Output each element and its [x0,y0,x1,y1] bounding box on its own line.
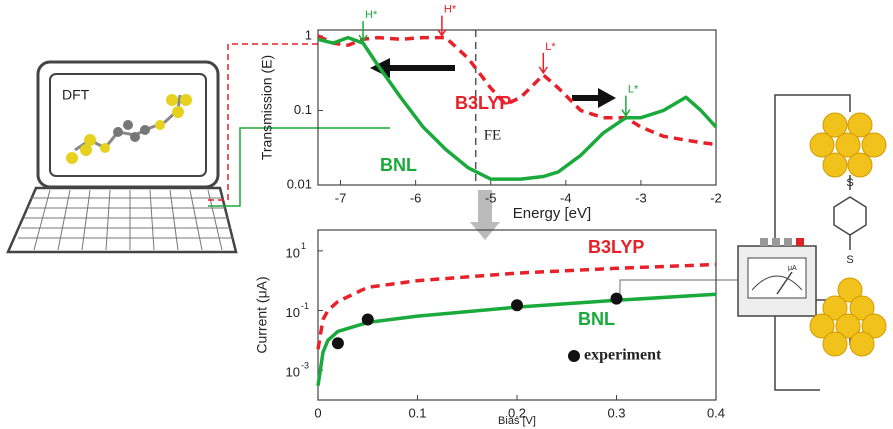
molecule [66,94,192,164]
legend-marker [568,350,580,362]
y-tick-label: 10 [286,365,300,380]
annotation: L* [628,84,639,96]
x-tick-label: 0 [314,405,321,420]
arrow [470,190,500,240]
sulfur-label: S [846,254,853,266]
x-tick-label: -2 [710,190,722,205]
annotation: FE [484,127,502,143]
annotation-arrow [358,21,368,43]
laptop: DFT [6,60,238,254]
x-tick-label: 0.3 [607,405,625,420]
annotation: H* [365,9,378,21]
series-label: B3LYP [588,237,644,257]
connector [208,43,318,201]
x-tick-label: -7 [335,190,347,205]
meter-label: μA [788,265,797,272]
plot-frame [317,29,717,186]
y-tick-label: 0.1 [294,102,312,117]
x-tick-label: -5 [485,190,497,205]
sulfur-label: S [846,177,853,189]
annotation: L* [545,41,556,53]
y-tick-label: 10 [286,305,300,320]
series-line [316,262,717,350]
plot-frame [317,229,717,401]
arrow-head [598,88,616,108]
annotation: H* [444,3,457,15]
data-point [610,292,623,305]
circuit: μA S S [619,94,887,391]
y-tick-label: 1 [305,27,312,42]
data-point [511,299,523,312]
y-axis-label: Current (μA) [254,276,270,353]
laptop-label: DFT [62,87,90,103]
annotation-arrow [538,52,548,75]
data-point [361,313,374,326]
y-axis-label: Transmission (E) [259,55,275,160]
series-label: B3LYP [455,93,511,113]
series-label: BNL [578,309,615,329]
annotation-arrow [437,15,447,37]
legend-label: experiment [584,347,662,364]
x-axis-label: Bias [V] [498,415,536,427]
connector [208,127,390,207]
data-point [331,337,344,350]
y-tick-exponent: -3 [301,361,309,371]
y-tick-label: 10 [286,245,300,260]
x-tick-label: 0.4 [707,405,725,420]
annotation-arrow [621,95,631,118]
x-axis-label: Energy [eV] [513,205,591,222]
series-label: BNL [380,155,417,175]
x-tick-label: -3 [635,190,647,205]
series-line [317,34,717,147]
x-tick-label: 0.2 [508,405,526,420]
x-tick-label: -6 [410,190,422,205]
series-line [317,35,718,181]
y-tick-exponent: 1 [301,241,306,251]
x-tick-label: -4 [560,190,572,205]
y-tick-label: 0.01 [287,176,312,191]
y-tick-exponent: -1 [301,301,309,311]
x-tick-label: 0.1 [408,405,426,420]
